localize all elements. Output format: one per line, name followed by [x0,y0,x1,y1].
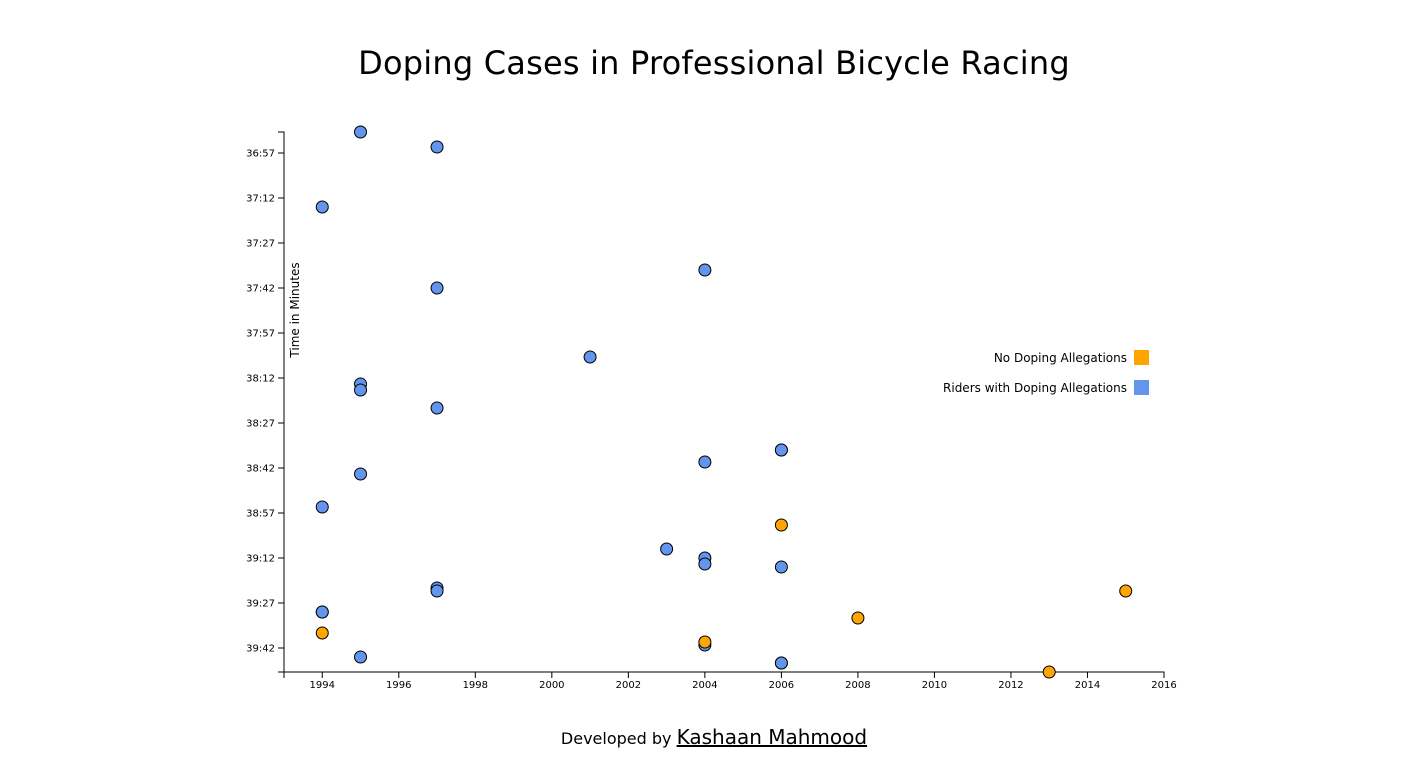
x-axis: 1994 1996 1998 2000 2002 2004 2006 2008 2010 2012… [283,671,1177,691]
data-point[interactable] [698,635,712,649]
x-tick-label: 2016 [1151,680,1176,691]
data-point[interactable] [660,542,674,556]
y-axis: 36:57 37:12 37:27 37:42 37:57 38:12 38:27 38:42… [246,131,302,673]
x-tick-label: 1994 [310,680,335,691]
x-tick-label: 2000 [539,680,564,691]
y-tick-label: 39:27 [246,599,275,610]
data-point[interactable] [774,560,788,574]
author-link[interactable]: Kashaan Mahmood [676,725,868,749]
legend-label: Riders with Doping Allegations [943,381,1127,395]
legend-swatch [1134,350,1149,365]
legend-swatch [1134,380,1149,395]
data-point[interactable] [1042,665,1056,679]
data-point[interactable] [430,140,444,154]
data-point[interactable] [430,584,444,598]
y-tick-label: 37:42 [246,284,275,295]
y-tick-label: 37:27 [246,239,275,250]
data-point[interactable] [698,263,712,277]
x-tick-label: 2010 [922,680,947,691]
data-point[interactable] [315,626,329,640]
y-tick-label: 39:42 [246,644,275,655]
footer: Developed by Kashaan Mahmood [0,725,1428,749]
y-axis-line [278,131,285,673]
x-tick-label: 2014 [1075,680,1100,691]
y-tick-label: 37:12 [246,194,275,205]
data-points [315,125,1133,679]
data-point[interactable] [430,281,444,295]
x-axis-line [283,671,1165,678]
y-tick-label: 38:42 [246,464,275,475]
x-tick-label: 2008 [845,680,870,691]
x-tick-label: 2004 [692,680,717,691]
data-point[interactable] [354,125,368,139]
legend-label: No Doping Allegations [994,351,1127,365]
y-tick-label: 36:57 [246,149,275,160]
data-point[interactable] [430,401,444,415]
footer-prefix: Developed by [560,729,677,748]
data-point[interactable] [774,443,788,457]
data-point[interactable] [354,383,368,397]
data-point[interactable] [315,200,329,214]
data-point[interactable] [354,467,368,481]
data-point[interactable] [698,455,712,469]
x-tick-label: 1998 [463,680,488,691]
legend: No Doping Allegations Riders with Doping … [943,350,1149,395]
data-point[interactable] [698,557,712,571]
y-tick-label: 38:12 [246,374,275,385]
y-tick-label: 37:57 [246,329,275,340]
y-axis-title: Time in Minutes [288,262,302,358]
x-tick-label: 2012 [998,680,1023,691]
x-tick-label: 1996 [386,680,411,691]
y-tick-label: 38:57 [246,509,275,520]
y-tick-label: 38:27 [246,419,275,430]
data-point[interactable] [583,350,597,364]
data-point[interactable] [315,500,329,514]
y-tick-label: 39:12 [246,554,275,565]
data-point[interactable] [851,611,865,625]
x-tick-label: 2006 [769,680,794,691]
data-point[interactable] [315,605,329,619]
chart-title: Doping Cases in Professional Bicycle Rac… [358,44,1070,82]
data-point[interactable] [774,518,788,532]
data-point[interactable] [1119,584,1133,598]
data-point[interactable] [774,656,788,670]
data-point[interactable] [354,650,368,664]
x-tick-label: 2002 [616,680,641,691]
